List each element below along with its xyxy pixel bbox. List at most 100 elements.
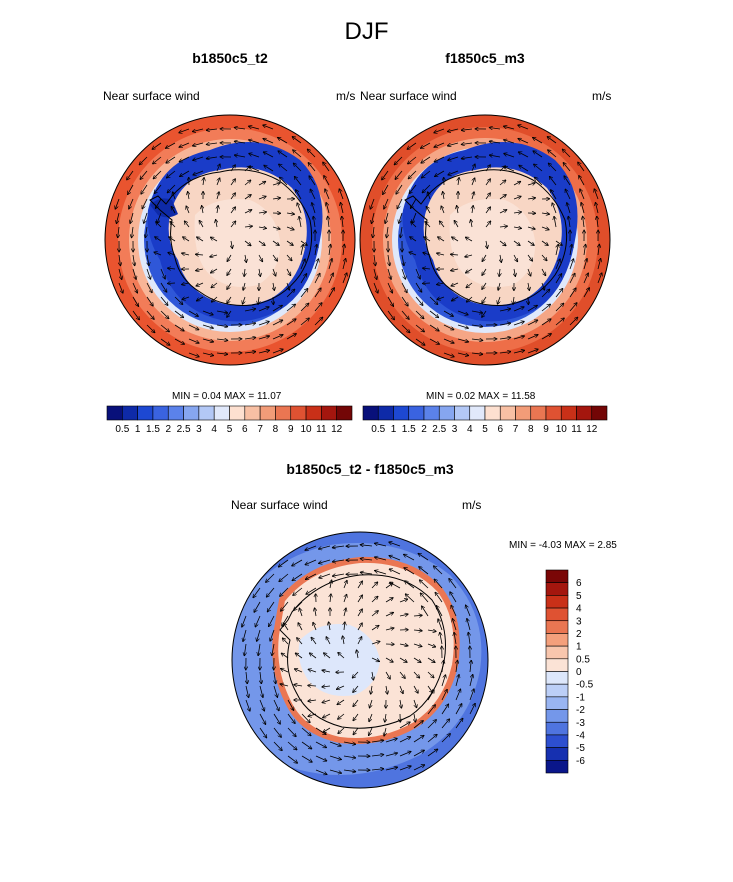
wind-vector-arrow bbox=[169, 237, 176, 242]
wind-vector-arrow bbox=[456, 660, 458, 673]
wind-vector-arrow bbox=[450, 592, 457, 603]
colorbar-swatch bbox=[275, 405, 292, 421]
wind-vector-arrow bbox=[387, 310, 395, 320]
wind-vector-arrow bbox=[513, 196, 521, 199]
wind-vector-arrow bbox=[360, 545, 373, 546]
wind-vector-arrow bbox=[156, 222, 162, 228]
wind-vector-arrow bbox=[410, 237, 417, 242]
wind-vector-arrow bbox=[344, 622, 345, 631]
colorbar-swatch bbox=[545, 620, 569, 634]
colorbar-tick-label: -2 bbox=[576, 705, 585, 716]
wind-vector-arrow bbox=[244, 210, 252, 214]
wind-vector-arrow bbox=[400, 699, 402, 708]
colorbar-swatch bbox=[545, 696, 569, 710]
wind-vector-arrow bbox=[174, 324, 184, 331]
wind-vector-arrow bbox=[300, 303, 309, 312]
wind-vector-arrow bbox=[371, 582, 378, 589]
wind-vector-arrow bbox=[527, 320, 538, 326]
wind-vector-arrow bbox=[404, 568, 415, 575]
wind-vector-arrow bbox=[371, 769, 384, 770]
wind-vector-arrow bbox=[179, 128, 190, 133]
panel2-units: m/s bbox=[592, 89, 612, 103]
wind-vector-arrow bbox=[548, 150, 557, 158]
wind-vector-arrow bbox=[146, 324, 155, 333]
wind-vector-arrow bbox=[301, 727, 311, 736]
wind-vector-arrow bbox=[315, 769, 327, 775]
wind-vector-arrow bbox=[294, 669, 303, 673]
wind-vector-arrow bbox=[217, 205, 218, 214]
wind-vector-arrow bbox=[258, 350, 270, 354]
wind-vector-arrow bbox=[165, 142, 176, 148]
wind-vector-arrow bbox=[332, 560, 345, 562]
wind-vector-arrow bbox=[249, 140, 260, 144]
wind-vector-arrow bbox=[180, 170, 190, 177]
wind-vector-arrow bbox=[315, 741, 327, 748]
wind-vector-arrow bbox=[188, 338, 199, 343]
wind-vector-arrow bbox=[423, 253, 431, 256]
wind-vector-arrow bbox=[170, 221, 176, 228]
wind-vector-arrow bbox=[569, 303, 577, 312]
colorbar-tick-label: 12 bbox=[586, 424, 598, 435]
colorbar-tick-label: 12 bbox=[331, 424, 343, 435]
wind-vector-arrow bbox=[272, 240, 279, 246]
wind-vector-arrow bbox=[357, 609, 362, 617]
map3-border bbox=[231, 531, 489, 789]
wind-vector-arrow bbox=[533, 137, 543, 144]
wind-vector-arrow bbox=[343, 636, 345, 645]
wind-vector-arrow bbox=[466, 296, 473, 302]
colorbar-tick-label: 4 bbox=[211, 424, 217, 435]
wind-vector-arrow bbox=[485, 221, 491, 228]
wind-vector-arrow bbox=[272, 305, 282, 312]
wind-vector-arrow bbox=[598, 244, 599, 256]
wind-vector-arrow bbox=[489, 155, 501, 157]
wind-vector-arrow bbox=[234, 128, 246, 130]
wind-vector-arrow bbox=[420, 593, 429, 603]
wind-vector-arrow bbox=[244, 195, 251, 200]
wind-vector-arrow bbox=[410, 198, 417, 209]
wind-vector-arrow bbox=[337, 699, 345, 705]
colorbar-tick-label: -3 bbox=[576, 718, 585, 729]
colorbar-tick-label: 1 bbox=[135, 424, 141, 435]
wind-vector-arrow bbox=[371, 755, 384, 757]
wind-vector-arrow bbox=[197, 237, 204, 242]
wind-vector-arrow bbox=[217, 178, 220, 186]
wind-vector-arrow bbox=[489, 141, 501, 143]
wind-vector-arrow bbox=[152, 142, 162, 149]
wind-vector-arrow bbox=[193, 170, 204, 175]
wind-vector-arrow bbox=[160, 268, 165, 279]
colorbar-tick-label: 5 bbox=[576, 591, 582, 602]
colorbar-tick-label: -4 bbox=[576, 730, 585, 741]
wind-vector-arrow bbox=[130, 212, 134, 224]
wind-vector-arrow bbox=[244, 268, 245, 277]
colorbar-tick-label: 6 bbox=[242, 424, 248, 435]
wind-vector-arrow bbox=[555, 240, 562, 245]
wind-vector-arrow bbox=[292, 137, 302, 144]
wind-vector-arrow bbox=[427, 671, 434, 678]
wind-vector-arrow bbox=[448, 170, 459, 175]
wind-vector-arrow bbox=[472, 205, 473, 214]
wind-vector-arrow bbox=[353, 727, 359, 735]
wind-vector-arrow bbox=[258, 254, 263, 262]
wind-vector-arrow bbox=[166, 156, 176, 163]
wind-vector-arrow bbox=[400, 226, 402, 238]
wind-vector-arrow bbox=[455, 674, 459, 687]
wind-vector-arrow bbox=[343, 580, 347, 589]
wind-vector-arrow bbox=[402, 254, 404, 266]
wind-vector-arrow bbox=[299, 216, 301, 228]
wind-vector-arrow bbox=[385, 713, 386, 722]
wind-vector-arrow bbox=[457, 352, 469, 356]
wind-vector-arrow bbox=[230, 179, 236, 186]
wind-vector-arrow bbox=[413, 699, 417, 708]
wind-vector-arrow bbox=[373, 268, 377, 280]
wind-vector-arrow bbox=[485, 193, 491, 200]
wind-vector-arrow bbox=[244, 337, 256, 339]
wind-vector-arrow bbox=[369, 713, 373, 722]
wind-vector-arrow bbox=[245, 254, 246, 263]
wind-vector-arrow bbox=[259, 713, 266, 725]
colorbar-swatch bbox=[560, 405, 577, 421]
wind-vector-arrow bbox=[308, 700, 317, 701]
wind-vector-arrow bbox=[258, 212, 267, 213]
wind-vector-arrow bbox=[293, 163, 302, 172]
wind-vector-arrow bbox=[486, 240, 487, 249]
wind-vector-arrow bbox=[527, 183, 535, 185]
